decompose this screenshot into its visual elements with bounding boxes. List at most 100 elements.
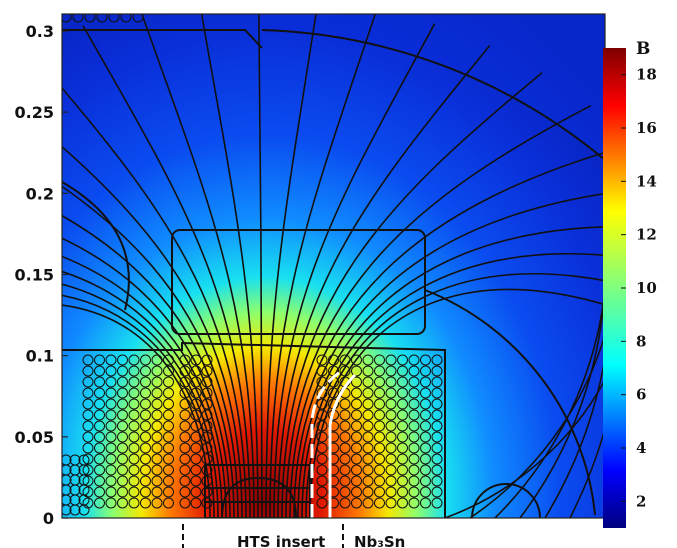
coil-conductor-circle [420, 464, 431, 476]
coil-conductor-circle [339, 475, 351, 487]
hts-boundary-line [310, 370, 341, 518]
coil-conductor-circle [82, 409, 94, 421]
coil-conductor-circle [420, 387, 431, 399]
coil-conductor-circle [190, 497, 202, 509]
y-tick-label: 0.25 [15, 103, 54, 122]
coil-conductor-circle [105, 398, 117, 410]
coil-conductor-circle [62, 504, 72, 516]
coil-conductor-circle [431, 420, 443, 432]
coil-conductor-circle [385, 354, 397, 366]
colorbar-title: B [636, 39, 650, 59]
coil-conductor-circle [108, 14, 120, 23]
colorbar-tick-label: 6 [636, 386, 646, 404]
coil-conductor-circle [408, 398, 420, 410]
yoke-outer-region [262, 14, 605, 160]
coil-conductor-circle [94, 387, 105, 399]
coil-conductor-circle [397, 453, 408, 465]
coil-conductor-circle [374, 365, 385, 377]
coil-conductor-circle [82, 442, 94, 454]
coil-conductor-circle [431, 497, 443, 509]
coil-conductor-circle [105, 442, 117, 454]
coil-conductor-circle [339, 420, 351, 432]
coil-conductor-circle [397, 475, 408, 487]
coil-conductor-circle [128, 497, 140, 509]
coil-conductor-circle [163, 376, 174, 388]
coil-conductor-circle [128, 464, 140, 476]
coil-conductor-circle [351, 486, 362, 498]
coil-conductor-circle [316, 486, 328, 498]
coil-conductor-circle [420, 442, 431, 454]
colorbar-tick-label: 16 [636, 119, 657, 137]
field-line [62, 304, 211, 518]
coil-conductor-circle [351, 497, 362, 509]
coil-conductor-circle [140, 431, 151, 443]
coil-conductor-circle [140, 365, 151, 377]
field-line [285, 104, 592, 518]
colorbar-tick-label: 4 [636, 439, 646, 457]
coil-conductor-circle [362, 497, 374, 509]
coil-conductor-circle [151, 442, 163, 454]
annotation-hts-insert: HTS insert [237, 533, 325, 548]
coil-conductor-circle [94, 453, 105, 465]
coil-block-outline [62, 341, 446, 518]
field-line [273, 23, 436, 518]
coil-conductor-circle [408, 486, 420, 498]
coil-conductor-circle [94, 398, 105, 410]
coil-conductor-circle [351, 354, 362, 366]
coil-conductor-circle [163, 420, 174, 432]
coil-conductor-circle [374, 420, 385, 432]
field-line [141, 14, 255, 518]
coil-conductor-circle [397, 497, 408, 509]
coil-conductor-circle [431, 409, 443, 421]
colorbar-tick-label: 8 [636, 332, 646, 350]
coil-conductor-circle [163, 497, 174, 509]
coil-conductor-circle [82, 376, 94, 388]
coil-conductor-circle [82, 420, 94, 432]
coil-conductor-circle [82, 431, 94, 443]
coil-conductor-circle [190, 453, 202, 465]
coil-conductor-circle [82, 475, 94, 487]
coil-conductor-circle [82, 398, 94, 410]
coil-conductor-circle [105, 376, 117, 388]
coil-conductor-circle [374, 354, 385, 366]
coil-conductor-circle [140, 420, 151, 432]
y-tick-label: 0.05 [15, 428, 54, 447]
coil-conductor-circle [105, 387, 117, 399]
coil-conductor-circle [179, 442, 191, 454]
coil-conductor-circle [179, 486, 191, 498]
coil-conductor-circle [351, 431, 362, 443]
field-line [494, 289, 605, 518]
coil-conductor-circle [339, 431, 351, 443]
y-tick-label: 0.15 [15, 266, 54, 285]
coil-conductor-circle [397, 376, 408, 388]
field-line [200, 14, 259, 518]
coil-conductor-circle [420, 431, 431, 443]
coil-conductor-circle [82, 387, 94, 399]
coil-conductor-circle [94, 475, 105, 487]
coil-conductor-circle [397, 464, 408, 476]
coil-conductor-circle [385, 486, 397, 498]
coil-conductor-circle [140, 486, 151, 498]
coil-conductor-circle [190, 464, 202, 476]
coil-conductor-circle [151, 497, 163, 509]
coil-conductor-circle [408, 387, 420, 399]
coil-conductor-circle [105, 409, 117, 421]
coil-conductor-circle [117, 387, 128, 399]
coil-conductor-circle [339, 464, 351, 476]
coil-conductor-circle [385, 398, 397, 410]
coil-conductor-circle [374, 497, 385, 509]
coil-conductor-circle [128, 453, 140, 465]
coil-conductor-circle [94, 354, 105, 366]
field-line [309, 288, 605, 518]
coil-conductor-circle [351, 409, 362, 421]
coil-conductor-circle [163, 431, 174, 443]
coil-conductor-circle [94, 365, 105, 377]
coil-conductor-circle [362, 354, 374, 366]
coil-conductor-circle [339, 486, 351, 498]
coil-conductor-circle [179, 431, 191, 443]
field-line [293, 192, 605, 518]
field-line [62, 255, 227, 518]
coil-conductor-circle [190, 486, 202, 498]
coil-conductor-circle [151, 475, 163, 487]
